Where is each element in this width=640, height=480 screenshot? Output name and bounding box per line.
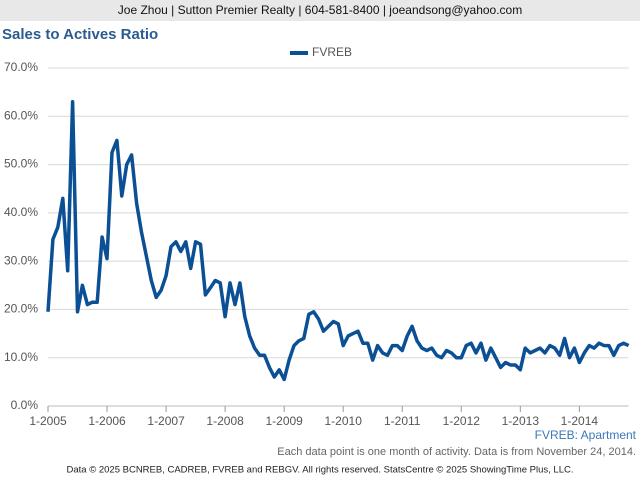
x-tick-label: 1-2014 (561, 414, 599, 428)
note: Each data point is one month of activity… (277, 446, 636, 458)
annotation: FVREB: Apartment (535, 428, 637, 442)
legend-label: FVREB (312, 45, 352, 59)
y-tick-label: 10.0% (4, 350, 38, 364)
x-tick-label: 1-2008 (206, 414, 244, 428)
x-tick-label: 1-2006 (88, 414, 126, 428)
x-tick-label: 1-2011 (384, 414, 421, 428)
y-tick-label: 30.0% (4, 253, 38, 267)
chart-title: Sales to Actives Ratio (2, 26, 158, 43)
x-tick-label: 1-2013 (502, 414, 540, 428)
y-tick-label: 60.0% (4, 108, 38, 122)
x-tick-label: 1-2010 (325, 414, 363, 428)
line (46, 100, 630, 382)
y-tick-label: 20.0% (4, 302, 38, 316)
y-tick-label: 40.0% (4, 205, 38, 219)
x-tick-label: 1-2012 (443, 414, 481, 428)
x-tick-label: 1-2009 (265, 414, 303, 428)
footer: Data © 2025 BCNREB, CADREB, FVREB and RE… (67, 465, 574, 476)
x-tick-label: 1-2007 (147, 414, 185, 428)
y-tick-label: 50.0% (4, 157, 38, 171)
y-tick-label: 70.0% (4, 60, 38, 74)
y-tick-label: 0.0% (11, 398, 39, 412)
header-bar (0, 0, 640, 21)
header: Joe Zhou | Sutton Premier Realty | 604-5… (118, 3, 522, 17)
x-tick-label: 1-2005 (29, 414, 67, 428)
